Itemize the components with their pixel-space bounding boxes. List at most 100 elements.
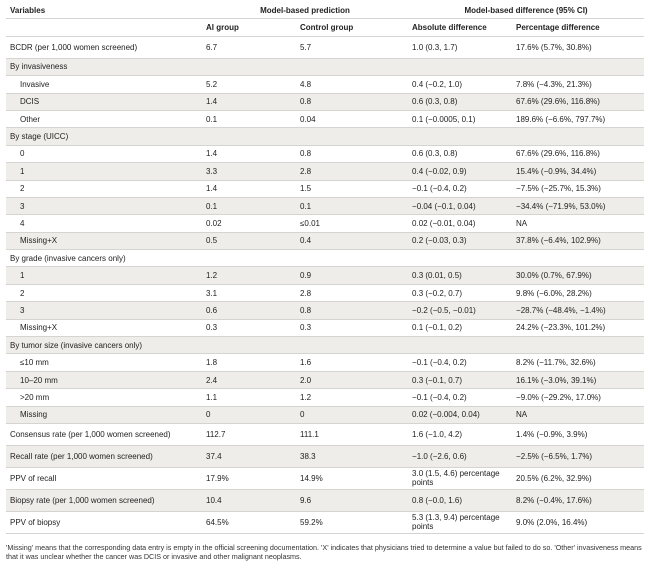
results-table: Variables Model-based prediction Model-b…	[6, 2, 645, 534]
cell: NA	[512, 406, 645, 424]
table-row: Missing 0 0 0.02 (−0.004, 0.04) NA	[6, 406, 645, 424]
cell: 9.8% (−6.0%, 28.2%)	[512, 284, 645, 303]
row-label: >20 mm	[6, 388, 202, 407]
cell: 59.2%	[296, 511, 409, 534]
row-label: PPV of recall	[6, 467, 202, 490]
cell: 0.1	[202, 197, 296, 216]
cell: 0	[202, 406, 296, 424]
cell: 0.8	[296, 145, 409, 164]
row-label: 3	[6, 301, 202, 320]
cell: 0.6 (0.3, 0.8)	[408, 93, 513, 111]
cell: 20.5% (6.2%, 32.9%)	[512, 467, 645, 490]
cell: −2.5% (−6.5%, 1.7%)	[512, 445, 645, 468]
cell: 64.5%	[202, 511, 296, 534]
cell: 9.0% (2.0%, 16.4%)	[512, 511, 645, 534]
cell: 1.2	[202, 266, 296, 285]
cell: 0.9	[296, 266, 409, 285]
header-cell: Variables	[6, 2, 202, 20]
table-row: Biopsy rate (per 1,000 women screened) 10…	[6, 489, 645, 512]
row-label: 0	[6, 145, 202, 164]
table-row: 1 1.2 0.9 0.3 (0.01, 0.5) 30.0% (0.7%, 67.9%…	[6, 266, 645, 285]
subheader: AI group	[202, 18, 296, 37]
cell: 189.6% (−6.6%, 797.7%)	[512, 110, 645, 129]
cell: −0.1 (−0.4, 0.2)	[408, 180, 513, 198]
table-row: 10–20 mm 2.4 2.0 0.3 (−0.1, 0.7) 16.1% (−3.0…	[6, 371, 645, 390]
table-row: 4 0.02 ≤0.01 0.02 (−0.01, 0.04) NA	[6, 214, 645, 233]
cell: 0.3 (0.01, 0.5)	[408, 266, 513, 285]
cell: 112.7	[202, 423, 296, 446]
cell: 0.1 (−0.1, 0.2)	[408, 319, 513, 338]
cell: 1.4	[202, 180, 296, 198]
section-heading: By invasiveness	[6, 58, 645, 77]
cell: 0.4 (−0.02, 0.9)	[408, 162, 513, 181]
table-row: Recall rate (per 1,000 women screened) 37…	[6, 445, 645, 468]
section-heading: By stage (UICC)	[6, 127, 645, 146]
footnote: 'Missing' means that the corresponding d…	[6, 542, 642, 562]
cell: 111.1	[296, 423, 409, 446]
cell: 1.8	[202, 353, 296, 372]
cell: 37.4	[202, 445, 296, 468]
row-label: Missing+X	[6, 319, 202, 338]
table-row: >20 mm 1.1 1.2 −0.1 (−0.4, 0.2) −9.0% (−29.2…	[6, 388, 645, 407]
table-row: 3 0.6 0.8 −0.2 (−0.5, −0.01) −28.7% (−48.4%,…	[6, 301, 645, 320]
cell: 10.4	[202, 489, 296, 512]
row-label: 3	[6, 197, 202, 216]
cell: 0.3	[296, 319, 409, 338]
subheader-row: AI group Control group Absolute differen…	[6, 18, 645, 37]
section-row: By stage (UICC)	[6, 127, 645, 146]
cell: 0.02 (−0.01, 0.04)	[408, 214, 513, 233]
cell: 14.9%	[296, 467, 409, 490]
cell: 17.9%	[202, 467, 296, 490]
cell: 30.0% (0.7%, 67.9%)	[512, 266, 645, 285]
cell: 0.1	[296, 197, 409, 216]
section-heading: By grade (invasive cancers only)	[6, 249, 645, 268]
cell: 0.1 (−0.0005, 0.1)	[408, 110, 513, 129]
row-label: Consensus rate (per 1,000 women screened…	[6, 423, 202, 446]
section-row: By tumor size (invasive cancers only)	[6, 336, 645, 355]
section-heading: By tumor size (invasive cancers only)	[6, 336, 645, 355]
table-row: Invasive 5.2 4.8 0.4 (−0.2, 1.0) 7.8% (−4.3%…	[6, 75, 645, 94]
cell: 0.8	[296, 301, 409, 320]
cell: 0.02	[202, 214, 296, 233]
cell: −28.7% (−48.4%, −1.4%)	[512, 301, 645, 320]
cell: −0.2 (−0.5, −0.01)	[408, 301, 513, 320]
cell: 0.6 (0.3, 0.8)	[408, 145, 513, 164]
cell: 67.6% (29.6%, 116.8%)	[512, 145, 645, 164]
cell: 0.3 (−0.2, 0.7)	[408, 284, 513, 303]
row-label: DCIS	[6, 93, 202, 111]
cell: 0.8	[296, 93, 409, 111]
table-row: BCDR (per 1,000 women screened) 6.7 5.7 1.0…	[6, 36, 645, 59]
cell: 1.4	[202, 93, 296, 111]
cell: −1.0 (−2.6, 0.6)	[408, 445, 513, 468]
cell: 1.1	[202, 388, 296, 407]
subheader: Control group	[296, 18, 409, 37]
cell: 0.5	[202, 232, 296, 251]
cell: 2.4	[202, 371, 296, 390]
cell: −0.04 (−0.1, 0.04)	[408, 197, 513, 216]
cell: 0.6	[202, 301, 296, 320]
section-row: By invasiveness	[6, 58, 645, 77]
cell: 16.1% (−3.0%, 39.1%)	[512, 371, 645, 390]
row-label: Other	[6, 110, 202, 129]
row-label: Missing	[6, 406, 202, 424]
table-row: Missing+X 0.5 0.4 0.2 (−0.03, 0.3) 37.8% (−6…	[6, 232, 645, 251]
row-label: 1	[6, 162, 202, 181]
header-cell	[6, 18, 202, 37]
row-label: 2	[6, 284, 202, 303]
cell: 24.2% (−23.3%, 101.2%)	[512, 319, 645, 338]
cell: −9.0% (−29.2%, 17.0%)	[512, 388, 645, 407]
header-group: Model-based difference (95% CI)	[408, 2, 645, 20]
table-row: Missing+X 0.3 0.3 0.1 (−0.1, 0.2) 24.2% (−23…	[6, 319, 645, 338]
cell: 3.3	[202, 162, 296, 181]
cell: 5.2	[202, 75, 296, 94]
table-row: Other 0.1 0.04 0.1 (−0.0005, 0.1) 189.6% (−6…	[6, 110, 645, 129]
row-label: 1	[6, 266, 202, 285]
cell: ≤0.01	[296, 214, 409, 233]
table-row: 1 3.3 2.8 0.4 (−0.02, 0.9) 15.4% (−0.9%, 34.…	[6, 162, 645, 181]
cell: 0.2 (−0.03, 0.3)	[408, 232, 513, 251]
table-row: PPV of biopsy 64.5% 59.2% 5.3 (1.3, 9.4) pe…	[6, 511, 645, 534]
row-label: 4	[6, 214, 202, 233]
cell: 1.6 (−1.0, 4.2)	[408, 423, 513, 446]
cell: 6.7	[202, 36, 296, 59]
